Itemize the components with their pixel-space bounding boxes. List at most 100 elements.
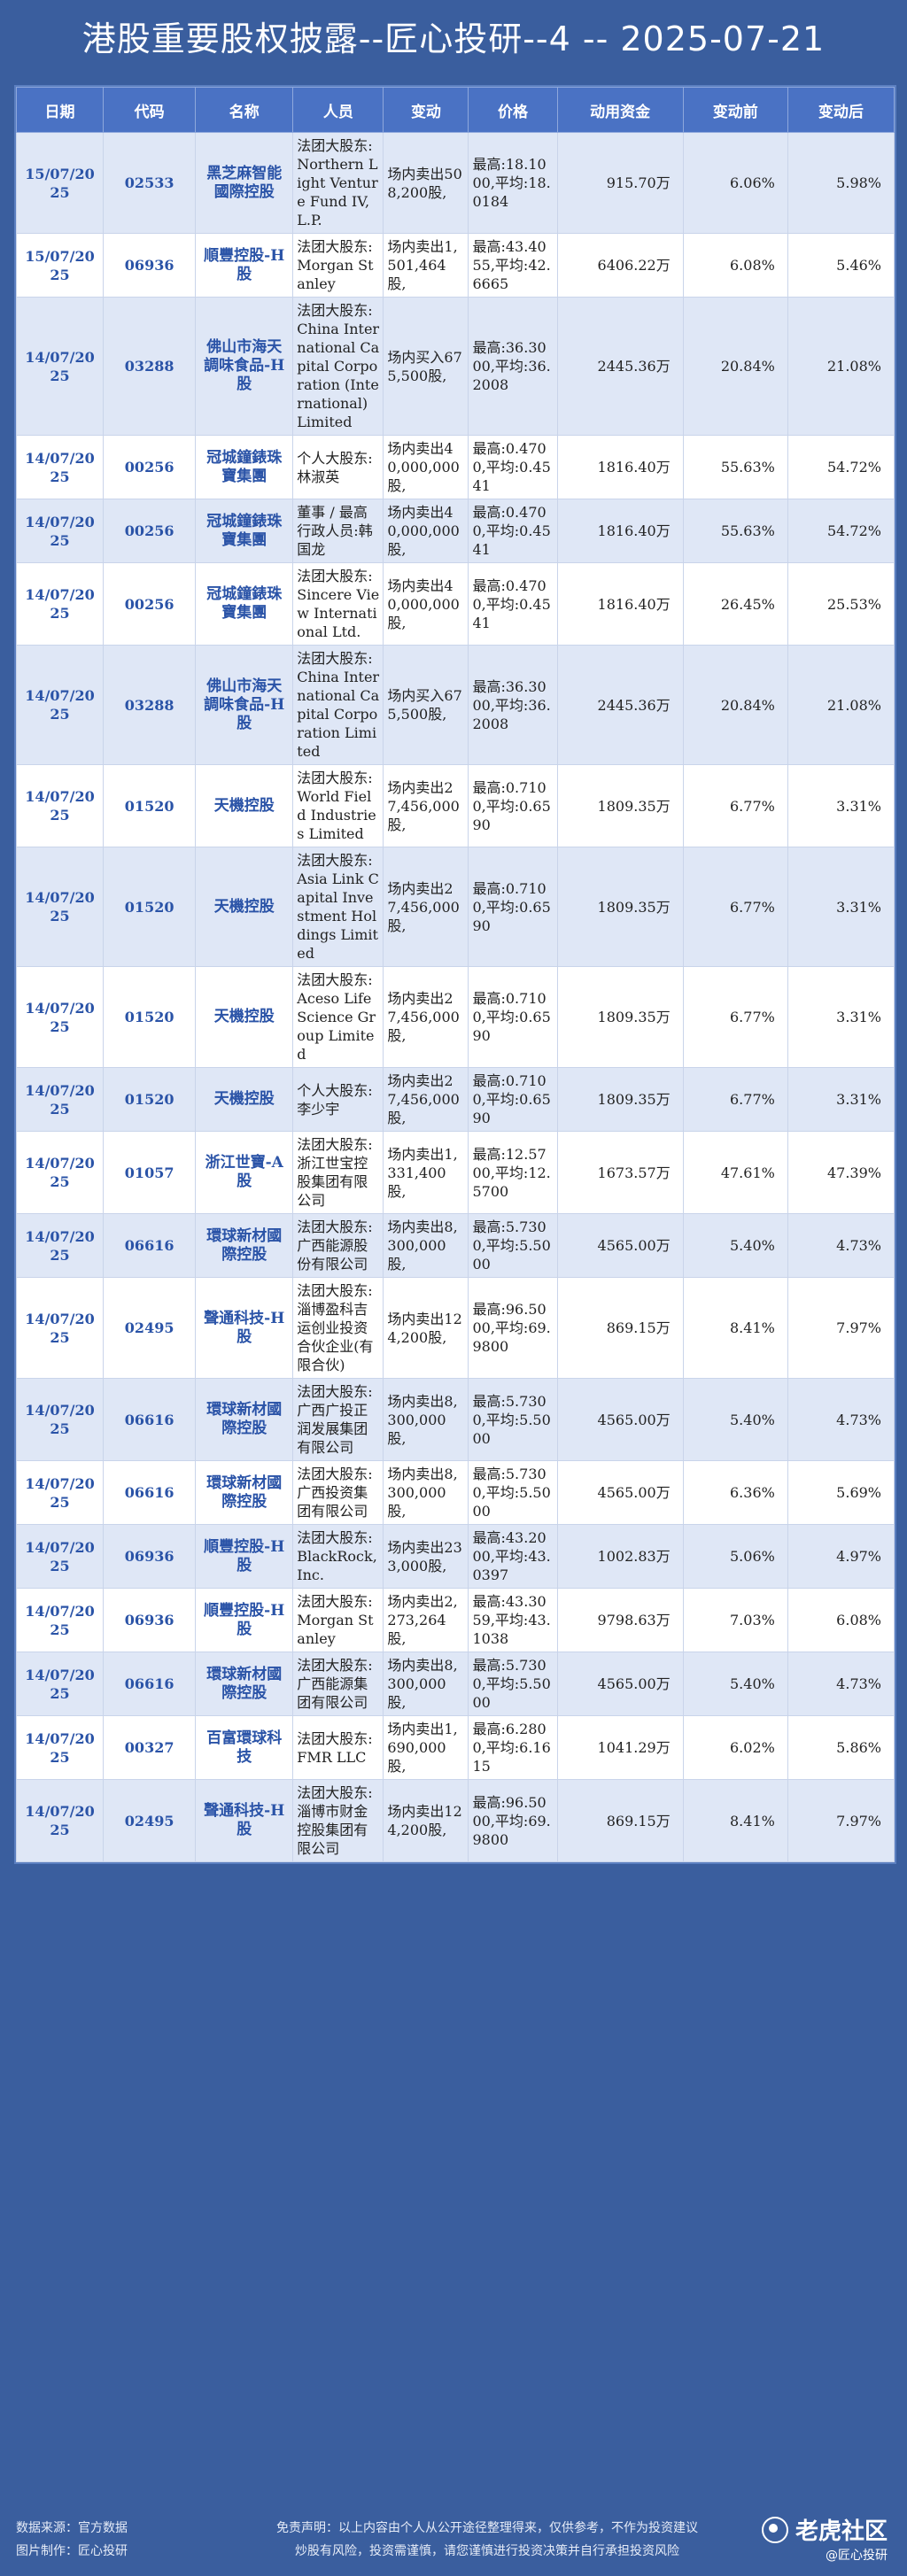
cell-person: 个人大股东:李少宇	[292, 1067, 384, 1132]
cell-name: 環球新材國際控股	[195, 1460, 294, 1525]
maker-line: 图片制作：匠心投研	[16, 2544, 128, 2558]
cell-after: 54.72%	[787, 499, 895, 563]
cell-person: 法团大股东:World Field Industries Limited	[292, 764, 384, 847]
cell-date: 14/07/2025	[15, 645, 105, 765]
cell-price: 最高:96.5000,平均:69.9800	[468, 1779, 558, 1862]
disclaimer-line-1: 免责声明：以上内容由个人从公开途径整理得来，仅供参考，不作为投资建议	[276, 2521, 698, 2535]
cell-before: 6.77%	[682, 1067, 788, 1132]
cell-name: 環球新材國際控股	[195, 1213, 294, 1278]
cell-before: 26.45%	[682, 562, 788, 646]
cell-person: 法团大股东:China International Capital Corpor…	[292, 297, 384, 436]
header-change: 变动	[383, 87, 469, 133]
cell-funds: 4565.00万	[556, 1652, 684, 1716]
cell-price: 最高:5.7300,平均:5.5000	[468, 1378, 558, 1461]
cell-person: 法团大股东:BlackRock, Inc.	[292, 1524, 384, 1589]
cell-code: 00256	[103, 499, 197, 563]
cell-name: 佛山市海天調味食品-H股	[195, 297, 294, 436]
cell-name: 黑芝麻智能國際控股	[195, 132, 294, 234]
cell-change: 场内卖出508,200股,	[383, 132, 469, 234]
disclosure-table: 日期 代码 名称 人员 变动 价格 动用资金 变动前 变动后 15/07/202…	[15, 87, 895, 1862]
cell-date: 14/07/2025	[15, 1715, 105, 1780]
cell-funds: 1673.57万	[556, 1131, 684, 1214]
cell-date: 14/07/2025	[15, 1524, 105, 1589]
cell-person: 法团大股东:Northern Light Venture Fund IV, L.…	[292, 132, 384, 234]
cell-code: 01057	[103, 1131, 197, 1214]
table-row: 14/07/2025 06616 環球新材國際控股 法团大股东:广西能源集团有限公司场…	[15, 1652, 895, 1716]
cell-before: 20.84%	[682, 645, 788, 765]
header-funds: 动用资金	[556, 87, 684, 133]
table-row: 14/07/2025 02495 聲通科技-H股 法团大股东:淄博盈科吉运创业投资合伙…	[15, 1277, 895, 1379]
cell-price: 最高:18.1000,平均:18.0184	[468, 132, 558, 234]
cell-funds: 1809.35万	[556, 764, 684, 847]
cell-before: 5.40%	[682, 1213, 788, 1278]
cell-funds: 4565.00万	[556, 1378, 684, 1461]
cell-change: 场内买入675,500股,	[383, 297, 469, 436]
header-price: 价格	[468, 87, 558, 133]
cell-code: 06616	[103, 1460, 197, 1525]
cell-change: 场内卖出8,300,000股,	[383, 1652, 469, 1716]
cell-name: 順豐控股-H股	[195, 1588, 294, 1652]
cell-name: 天機控股	[195, 764, 294, 847]
cell-date: 15/07/2025	[15, 233, 105, 298]
logo-text: 老虎社区	[795, 2518, 888, 2545]
cell-change: 场内卖出40,000,000股,	[383, 562, 469, 646]
cell-name: 聲通科技-H股	[195, 1779, 294, 1862]
cell-person: 法团大股东:浙江世宝控股集团有限公司	[292, 1131, 384, 1214]
tiger-logo-icon	[761, 2516, 788, 2543]
cell-before: 8.41%	[682, 1779, 788, 1862]
cell-name: 浙江世寶-A股	[195, 1131, 294, 1214]
table-row: 15/07/2025 06936 順豐控股-H股 法团大股东:Morgan Stanl…	[15, 233, 895, 298]
cell-price: 最高:0.7100,平均:0.6590	[468, 1067, 558, 1132]
cell-name: 順豐控股-H股	[195, 1524, 294, 1589]
cell-after: 47.39%	[787, 1131, 895, 1214]
cell-name: 冠城鐘錶珠寶集團	[195, 435, 294, 499]
cell-before: 6.77%	[682, 847, 788, 967]
cell-price: 最高:0.7100,平均:0.6590	[468, 847, 558, 967]
cell-after: 3.31%	[787, 1067, 895, 1132]
cell-after: 25.53%	[787, 562, 895, 646]
cell-person: 法团大股东:Sincere View International Ltd.	[292, 562, 384, 646]
cell-price: 最高:43.2000,平均:43.0397	[468, 1524, 558, 1589]
cell-change: 场内卖出27,456,000股,	[383, 847, 469, 967]
cell-change: 场内卖出8,300,000股,	[383, 1378, 469, 1461]
cell-code: 03288	[103, 297, 197, 436]
cell-after: 4.73%	[787, 1652, 895, 1716]
cell-change: 场内卖出27,456,000股,	[383, 764, 469, 847]
cell-date: 14/07/2025	[15, 1378, 105, 1461]
cell-name: 環球新材國際控股	[195, 1378, 294, 1461]
table-row: 14/07/2025 01057 浙江世寶-A股 法团大股东:浙江世宝控股集团有限公司…	[15, 1131, 895, 1214]
cell-funds: 4565.00万	[556, 1460, 684, 1525]
cell-person: 法团大股东:广西广投正润发展集团有限公司	[292, 1378, 384, 1461]
table-row: 14/07/2025 00256 冠城鐘錶珠寶集團 董事 / 最高行政人员:韩国龙 场内…	[15, 499, 895, 563]
cell-price: 最高:43.4055,平均:42.6665	[468, 233, 558, 298]
cell-after: 3.31%	[787, 847, 895, 967]
cell-person: 法团大股东:广西能源集团有限公司	[292, 1652, 384, 1716]
cell-date: 14/07/2025	[15, 1131, 105, 1214]
cell-before: 47.61%	[682, 1131, 788, 1214]
cell-change: 场内卖出2,273,264股,	[383, 1588, 469, 1652]
cell-date: 14/07/2025	[15, 764, 105, 847]
cell-before: 6.36%	[682, 1460, 788, 1525]
cell-change: 场内卖出40,000,000股,	[383, 435, 469, 499]
cell-code: 06936	[103, 1588, 197, 1652]
footer: 数据来源：官方数据 图片制作：匠心投研 免责声明：以上内容由个人从公开途径整理得…	[0, 2506, 907, 2576]
cell-person: 董事 / 最高行政人员:韩国龙	[292, 499, 384, 563]
cell-after: 54.72%	[787, 435, 895, 499]
cell-after: 4.73%	[787, 1378, 895, 1461]
cell-name: 冠城鐘錶珠寶集團	[195, 499, 294, 563]
cell-name: 冠城鐘錶珠寶集團	[195, 562, 294, 646]
cell-price: 最高:36.3000,平均:36.2008	[468, 645, 558, 765]
cell-funds: 9798.63万	[556, 1588, 684, 1652]
cell-funds: 2445.36万	[556, 297, 684, 436]
cell-change: 场内卖出1,690,000股,	[383, 1715, 469, 1780]
cell-code: 02495	[103, 1277, 197, 1379]
cell-date: 14/07/2025	[15, 1779, 105, 1862]
table-row: 14/07/2025 03288 佛山市海天調味食品-H股 法团大股东:China I…	[15, 645, 895, 765]
header-name: 名称	[195, 87, 294, 133]
cell-after: 5.98%	[787, 132, 895, 234]
cell-price: 最高:0.7100,平均:0.6590	[468, 966, 558, 1068]
cell-change: 场内卖出8,300,000股,	[383, 1213, 469, 1278]
cell-person: 法团大股东:Asia Link Capital Investment Holdi…	[292, 847, 384, 967]
cell-before: 6.02%	[682, 1715, 788, 1780]
